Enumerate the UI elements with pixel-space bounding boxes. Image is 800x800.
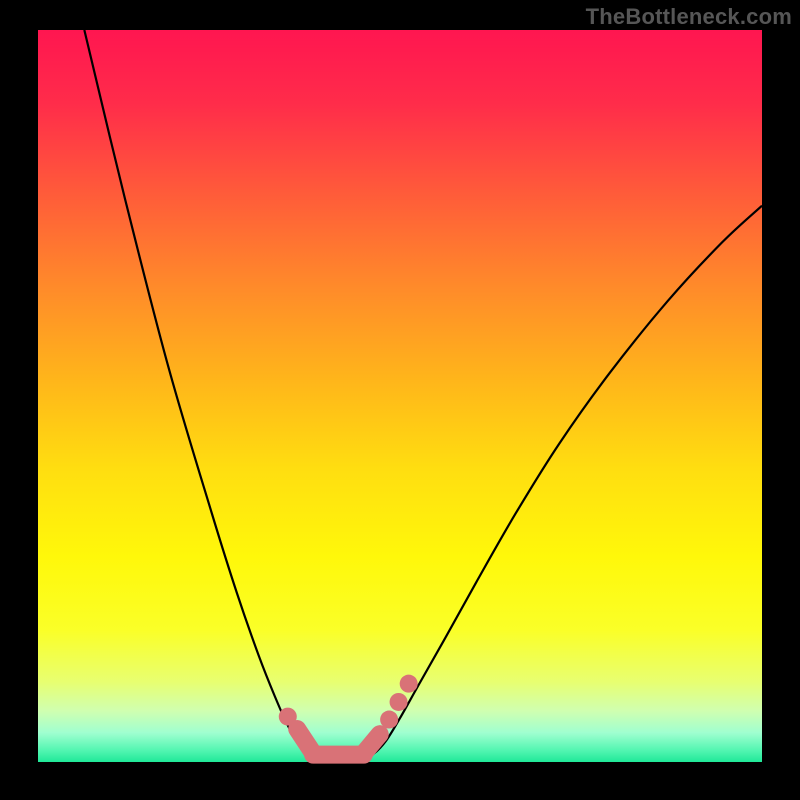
- marker-dot: [390, 693, 408, 711]
- marker-segment: [364, 734, 380, 753]
- marker-dot: [380, 711, 398, 729]
- bottleneck-chart: [0, 0, 800, 800]
- marker-dot: [279, 708, 297, 726]
- marker-dot: [400, 675, 418, 693]
- chart-container: TheBottleneck.com: [0, 0, 800, 800]
- gradient-background: [38, 30, 762, 762]
